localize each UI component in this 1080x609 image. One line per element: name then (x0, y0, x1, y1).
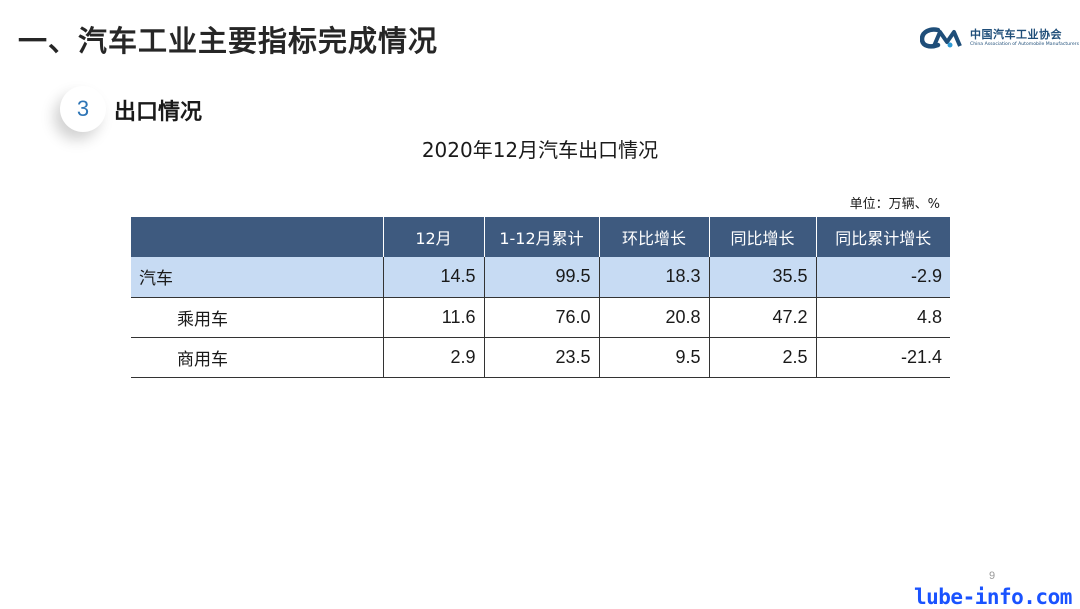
table-cell: 4.8 (815, 297, 950, 338)
table-row: 汽车 14.5 99.5 18.3 35.5 -2.9 (131, 257, 950, 298)
table-cell: 99.5 (483, 257, 599, 298)
column-header: 同比累计增长 (815, 217, 950, 257)
table-cell: 2.9 (382, 337, 484, 378)
table-cell: -21.4 (815, 337, 950, 378)
row-label: 汽车 (131, 257, 383, 298)
row-label: 乘用车 (131, 297, 383, 338)
caam-logo: 中国汽车工业协会 China Association of Automobile… (920, 26, 1079, 52)
table-cell: 18.3 (598, 257, 709, 298)
export-table: 12月 1-12月累计 环比增长 同比增长 同比累计增长 汽车 14.5 99.… (131, 217, 950, 378)
row-label: 商用车 (131, 337, 383, 378)
table-cell: 35.5 (708, 257, 816, 298)
section-title: 出口情况 (114, 100, 203, 125)
table-title: 2020年12月汽车出口情况 (421, 138, 659, 162)
table-cell: 9.5 (598, 337, 709, 378)
column-header: 同比增长 (708, 217, 816, 257)
caam-logo-icon (920, 27, 962, 49)
table-row: 乘用车 11.6 76.0 20.8 47.2 4.8 (131, 297, 950, 338)
table-cell: 76.0 (483, 297, 599, 338)
table-cell: -2.9 (815, 257, 950, 298)
column-header: 12月 (382, 217, 484, 257)
table-header-row: 12月 1-12月累计 环比增长 同比增长 同比累计增长 (131, 217, 950, 257)
section-number-badge: 3 (60, 86, 106, 132)
page-number: 9 (989, 570, 996, 582)
unit-label: 单位：万辆、% (849, 197, 940, 212)
logo-english-name: China Association of Automobile Manufact… (970, 42, 1079, 47)
table-cell: 11.6 (382, 297, 484, 338)
table-row: 商用车 2.9 23.5 9.5 2.5 -21.4 (131, 337, 950, 378)
table-cell: 47.2 (708, 297, 816, 338)
column-header (131, 217, 383, 257)
watermark: lube-info.com (914, 585, 1072, 609)
table-cell: 14.5 (382, 257, 484, 298)
logo-chinese-name: 中国汽车工业协会 (970, 28, 1062, 41)
table-cell: 20.8 (598, 297, 709, 338)
slide-title: 一、汽车工业主要指标完成情况 (18, 24, 439, 58)
column-header: 1-12月累计 (483, 217, 599, 257)
column-header: 环比增长 (598, 217, 709, 257)
table-cell: 2.5 (708, 337, 816, 378)
table-cell: 23.5 (483, 337, 599, 378)
